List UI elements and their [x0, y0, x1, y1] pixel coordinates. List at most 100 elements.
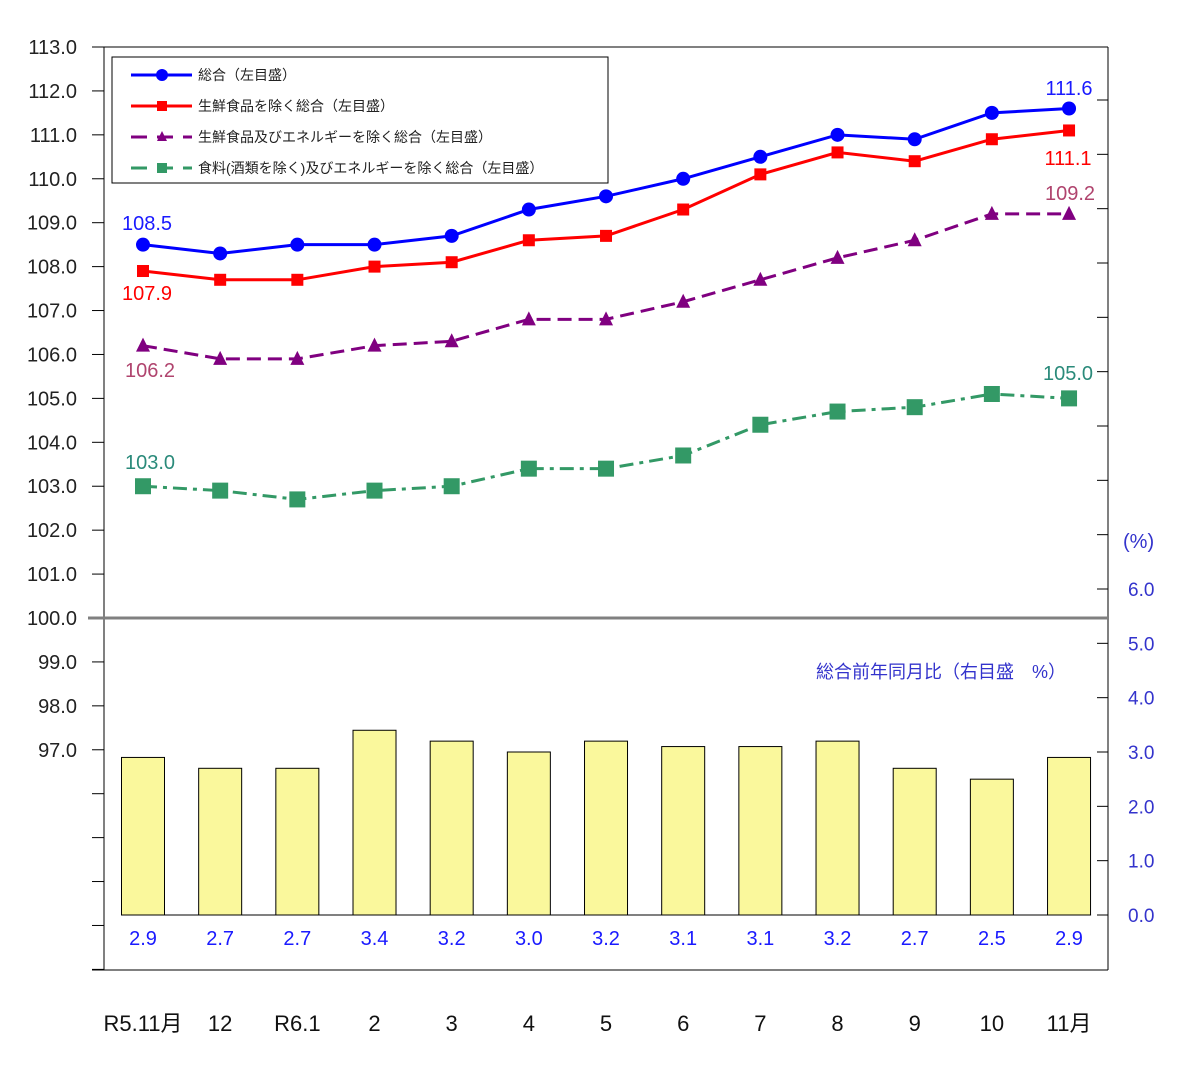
category-label: 10: [980, 1011, 1004, 1036]
bar-data-label: 2.7: [901, 928, 929, 950]
bar: [738, 746, 783, 916]
bar: [1047, 756, 1092, 916]
left-tick-label: 109.0: [27, 213, 77, 235]
series-line: [142, 392, 1070, 501]
bar-data-label: 2.9: [1055, 928, 1083, 950]
bar-data-label: 3.2: [592, 928, 620, 950]
data-point: [136, 337, 150, 352]
bar-data-label: 3.2: [438, 928, 466, 950]
data-point: [598, 460, 615, 477]
data-point: [984, 105, 999, 120]
data-point: [676, 171, 691, 186]
left-tick-label: 104.0: [27, 432, 77, 454]
bar-data-label: 3.4: [361, 928, 389, 950]
data-point: [445, 256, 458, 269]
end-data-label: 109.2: [1045, 183, 1095, 205]
data-point: [521, 202, 536, 217]
bar-data-label: 2.7: [283, 928, 311, 950]
left-tick-label: 113.0: [28, 37, 77, 59]
category-label: 7: [754, 1011, 766, 1036]
bar-series-label: 総合前年同月比（右目盛 %）: [816, 662, 1066, 682]
data-point: [829, 403, 846, 420]
left-tick-label: 107.0: [27, 301, 77, 323]
bar: [121, 756, 165, 916]
right-tick-label: 6.0: [1128, 580, 1154, 601]
data-point: [136, 237, 150, 252]
data-point: [984, 205, 999, 220]
right-axis-unit: (%): [1123, 531, 1154, 553]
data-point: [444, 333, 459, 348]
left-tick-label: 108.0: [27, 257, 77, 279]
bar: [661, 746, 706, 916]
legend-marker: [156, 69, 168, 81]
data-point: [754, 168, 767, 181]
category-label: 12: [208, 1011, 232, 1036]
category-label: 11月: [1047, 1011, 1092, 1036]
data-point: [291, 273, 304, 286]
data-point: [1063, 124, 1076, 137]
category-label: 5: [600, 1011, 612, 1036]
data-point: [135, 478, 151, 495]
category-label: 4: [523, 1011, 535, 1036]
end-data-label: 103.0: [125, 452, 175, 474]
data-point: [214, 273, 227, 286]
legend-marker: [157, 131, 167, 141]
left-tick-label: 97.0: [38, 740, 77, 762]
data-point: [907, 132, 922, 147]
bar: [506, 751, 551, 916]
data-point: [830, 127, 845, 142]
data-point: [675, 447, 692, 464]
right-tick-label: 4.0: [1128, 689, 1154, 710]
left-tick-label: 103.0: [27, 476, 77, 498]
legend-marker: [157, 163, 167, 173]
category-label: 6: [677, 1011, 689, 1036]
left-tick-label: 101.0: [27, 564, 77, 586]
bar: [815, 740, 860, 916]
right-tick-label: 2.0: [1128, 797, 1154, 818]
data-point: [677, 203, 690, 216]
left-tick-label: 106.0: [27, 344, 77, 366]
category-label: R6.1: [274, 1011, 320, 1036]
left-tick-label: 112.0: [28, 81, 77, 103]
bar: [969, 778, 1014, 916]
data-point: [599, 189, 614, 204]
end-data-label: 111.1: [1044, 148, 1091, 170]
data-point: [213, 246, 228, 261]
left-tick-label: 110.0: [28, 169, 77, 191]
bar-data-label: 3.1: [746, 928, 774, 950]
left-tick-label: 102.0: [27, 520, 77, 542]
bar-data-label: 3.2: [824, 928, 852, 950]
data-point: [367, 237, 382, 252]
bar-data-label: 2.9: [129, 928, 157, 950]
bar: [429, 740, 474, 916]
bar: [584, 740, 629, 916]
legend-label: 食料(酒類を除く)及びエネルギーを除く総合（左目盛）: [198, 160, 543, 176]
end-data-label: 107.9: [122, 283, 172, 305]
end-data-label: 106.2: [125, 360, 175, 382]
data-point: [908, 155, 921, 168]
end-data-label: 111.6: [1045, 78, 1092, 100]
bar-data-label: 2.5: [978, 928, 1006, 950]
data-point: [366, 482, 383, 499]
left-tick-label: 98.0: [38, 696, 77, 718]
data-point: [983, 385, 1000, 402]
legend-label: 生鮮食品及びエネルギーを除く総合（左目盛）: [198, 129, 492, 145]
bar: [352, 729, 397, 916]
data-point: [520, 460, 537, 477]
data-point: [676, 293, 691, 308]
data-point: [213, 350, 228, 365]
category-label: R5.11月: [103, 1011, 182, 1036]
category-label: 8: [831, 1011, 843, 1036]
data-point: [599, 311, 614, 326]
data-point: [830, 249, 845, 264]
data-point: [906, 399, 923, 416]
category-label: 3: [446, 1011, 458, 1036]
data-point: [367, 337, 382, 352]
category-label: 9: [909, 1011, 921, 1036]
legend-label: 生鮮食品を除く総合（左目盛）: [198, 98, 394, 114]
right-tick-label: 3.0: [1128, 743, 1154, 764]
data-point: [444, 228, 459, 243]
left-tick-label: 99.0: [38, 652, 77, 674]
legend-marker: [157, 101, 167, 111]
